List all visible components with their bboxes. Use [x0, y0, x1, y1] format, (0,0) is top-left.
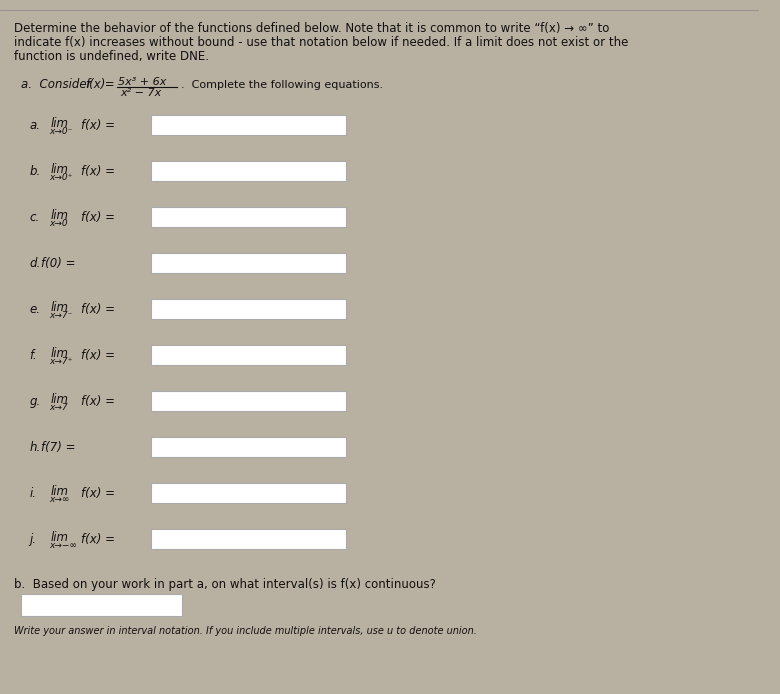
- Text: indicate f(x) increases without bound - use that notation below if needed. If a : indicate f(x) increases without bound - …: [13, 36, 628, 49]
- Text: lim: lim: [51, 209, 69, 222]
- FancyBboxPatch shape: [21, 594, 182, 616]
- Text: b.: b.: [29, 165, 41, 178]
- Text: lim: lim: [51, 163, 69, 176]
- FancyBboxPatch shape: [151, 345, 346, 365]
- Text: lim: lim: [51, 117, 69, 130]
- Text: f(x) =: f(x) =: [81, 395, 115, 408]
- Text: f(x) =: f(x) =: [81, 211, 115, 224]
- Text: f(x) =: f(x) =: [81, 119, 115, 132]
- Text: x→0: x→0: [50, 219, 69, 228]
- Text: x→−∞: x→−∞: [50, 541, 77, 550]
- Text: Write your answer in interval notation. If you include multiple intervals, use u: Write your answer in interval notation. …: [13, 626, 477, 636]
- Text: i.: i.: [29, 487, 36, 500]
- FancyBboxPatch shape: [151, 437, 346, 457]
- FancyBboxPatch shape: [151, 115, 346, 135]
- Text: x→∞: x→∞: [50, 495, 70, 504]
- Text: Determine the behavior of the functions defined below. Note that it is common to: Determine the behavior of the functions …: [13, 22, 609, 35]
- Text: f(7) =: f(7) =: [41, 441, 76, 454]
- Text: a.  Consider: a. Consider: [21, 78, 96, 91]
- Text: x→7⁺: x→7⁺: [50, 357, 73, 366]
- Text: 5x³ + 6x: 5x³ + 6x: [118, 77, 166, 87]
- Text: h.: h.: [29, 441, 41, 454]
- Text: e.: e.: [29, 303, 41, 316]
- Text: =: =: [101, 78, 119, 91]
- Text: x→0⁺: x→0⁺: [50, 173, 73, 182]
- FancyBboxPatch shape: [151, 253, 346, 273]
- Text: d.: d.: [29, 257, 41, 270]
- Text: x² − 7x: x² − 7x: [121, 88, 162, 98]
- Text: lim: lim: [51, 531, 69, 544]
- Text: f(x): f(x): [86, 78, 106, 91]
- FancyBboxPatch shape: [151, 299, 346, 319]
- Text: lim: lim: [51, 347, 69, 360]
- Text: x→0⁻: x→0⁻: [50, 127, 73, 136]
- Text: j.: j.: [29, 533, 36, 546]
- Text: f(x) =: f(x) =: [81, 487, 115, 500]
- Text: lim: lim: [51, 393, 69, 406]
- FancyBboxPatch shape: [151, 483, 346, 503]
- FancyBboxPatch shape: [151, 529, 346, 549]
- Text: a.: a.: [29, 119, 41, 132]
- Text: f.: f.: [29, 349, 37, 362]
- Text: g.: g.: [29, 395, 41, 408]
- Text: lim: lim: [51, 485, 69, 498]
- Text: c.: c.: [29, 211, 40, 224]
- Text: function is undefined, write DNE.: function is undefined, write DNE.: [13, 50, 208, 63]
- Text: x→7⁻: x→7⁻: [50, 311, 73, 320]
- Text: f(x) =: f(x) =: [81, 303, 115, 316]
- Text: .  Complete the following equations.: . Complete the following equations.: [181, 80, 383, 90]
- FancyBboxPatch shape: [151, 391, 346, 411]
- FancyBboxPatch shape: [151, 161, 346, 181]
- FancyBboxPatch shape: [151, 207, 346, 227]
- Text: f(x) =: f(x) =: [81, 165, 115, 178]
- Text: f(0) =: f(0) =: [41, 257, 76, 270]
- Text: b.  Based on your work in part a, on what interval(s) is f(x) continuous?: b. Based on your work in part a, on what…: [13, 578, 435, 591]
- Text: f(x) =: f(x) =: [81, 349, 115, 362]
- Text: lim: lim: [51, 301, 69, 314]
- Text: f(x) =: f(x) =: [81, 533, 115, 546]
- Text: x→7: x→7: [50, 403, 69, 412]
